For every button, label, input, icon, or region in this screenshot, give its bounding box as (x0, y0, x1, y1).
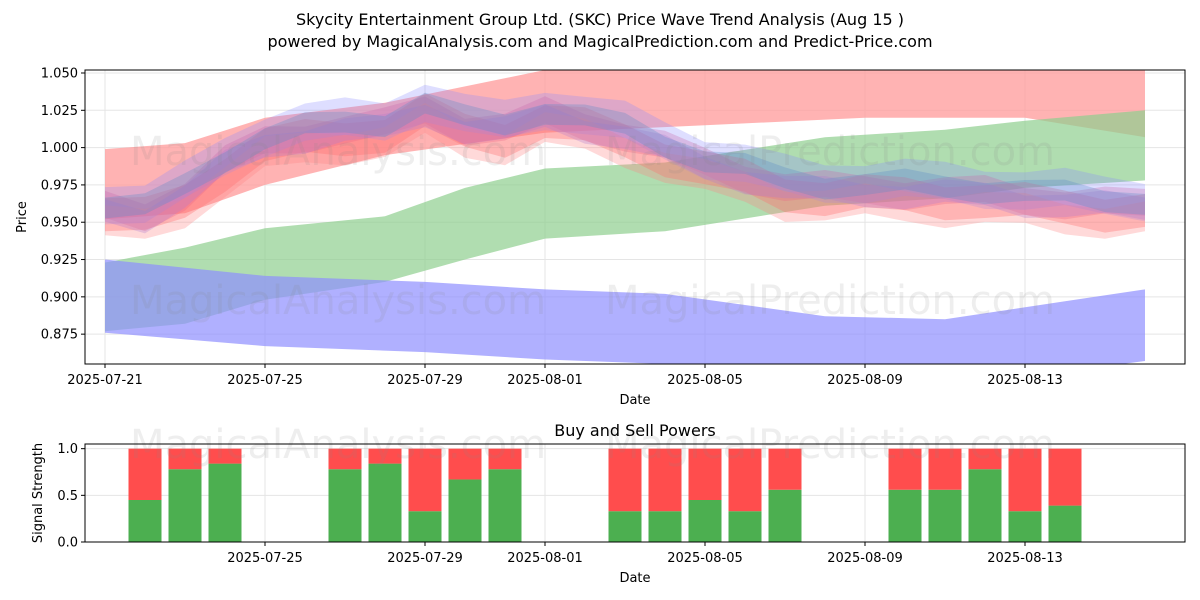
bottom-x-tick-label: 2025-08-13 (987, 551, 1063, 566)
main-x-tick-label: 2025-07-21 (67, 373, 143, 388)
main-x-tick-label: 2025-08-05 (667, 373, 743, 388)
sell-bar (208, 448, 242, 464)
bottom-axes: Buy and Sell Powers 0.0 0.5 1.0 2025-07-25 20… (31, 421, 1063, 586)
sell-bar (608, 448, 642, 512)
watermark-text: MagicalPrediction.com (605, 422, 1055, 468)
sell-bar (768, 448, 802, 490)
wave-5-ribbon (105, 104, 1145, 234)
buy-bar (648, 511, 682, 542)
main-y-tick-label: 1.025 (41, 104, 78, 119)
buy-bar (768, 489, 802, 542)
main-x-tick-label: 2025-07-25 (227, 373, 303, 388)
main-y-axis-label: Price (15, 201, 30, 233)
sell-bar (648, 448, 682, 512)
main-watermarks: MagicalAnalysis.com MagicalPrediction.com… (130, 129, 1055, 324)
buy-bar (408, 511, 442, 542)
sell-bar (488, 448, 522, 470)
long-blue-wave-band (105, 259, 1145, 364)
bottom-x-axis-label: Date (619, 571, 650, 586)
watermark-text: MagicalAnalysis.com (130, 422, 546, 468)
buy-bar (488, 469, 522, 542)
chart-title: Skycity Entertainment Group Ltd. (SKC) P… (295, 10, 904, 29)
main-y-tick-label: 0.975 (41, 178, 78, 193)
buy-bar (1048, 505, 1082, 542)
main-axes-frame (84, 69, 1186, 365)
buy-bar (128, 500, 162, 542)
sell-bar (1048, 448, 1082, 506)
sell-bar (368, 448, 402, 464)
long-green-wave-band (105, 110, 1145, 332)
sell-bar (928, 448, 962, 490)
bottom-y-axis-label: Signal Strength (31, 443, 46, 543)
buy-bar (328, 469, 362, 542)
sell-bar (968, 448, 1002, 470)
sell-bar (888, 448, 922, 490)
bottom-x-tick-label: 2025-07-29 (387, 551, 463, 566)
main-x-tick-label: 2025-07-29 (387, 373, 463, 388)
buy-bar (968, 469, 1002, 542)
bottom-chart-title: Buy and Sell Powers (554, 421, 716, 440)
watermark-text: MagicalPrediction.com (605, 278, 1055, 324)
buy-bar (448, 479, 482, 542)
buy-bar (728, 511, 762, 542)
watermark-text: MagicalAnalysis.com (130, 278, 546, 324)
buy-bar (208, 463, 242, 542)
sell-bar (128, 448, 162, 500)
buy-bar (928, 489, 962, 542)
bottom-watermarks: MagicalAnalysis.com MagicalPrediction.com (130, 422, 1055, 468)
buy-bar (608, 511, 642, 542)
long-red-wave-band (105, 70, 1145, 220)
wave-1-ribbon (105, 93, 1145, 233)
wave-2-ribbon (105, 96, 1145, 232)
chart-subtitle: powered by MagicalAnalysis.com and Magic… (267, 32, 933, 51)
bottom-plot-area (128, 448, 1082, 542)
main-x-tick-label: 2025-08-09 (827, 373, 903, 388)
sell-bar (728, 448, 762, 512)
main-y-tick-label: 1.050 (41, 66, 78, 81)
wave-4-ribbon (105, 102, 1145, 239)
sell-bar (688, 448, 722, 500)
sell-bar (408, 448, 442, 512)
wave-6-ribbon (105, 92, 1145, 219)
bottom-x-tick-label: 2025-07-25 (227, 551, 303, 566)
main-x-tick-label: 2025-08-13 (987, 373, 1063, 388)
bottom-x-tick-label: 2025-08-01 (507, 551, 583, 566)
buy-bar (168, 469, 202, 542)
sell-bar (328, 448, 362, 470)
sell-bar (168, 448, 202, 470)
buy-bar (888, 489, 922, 542)
bottom-axes-frame (84, 443, 1186, 543)
bottom-y-tick-label: 0.5 (57, 489, 78, 504)
buy-bar (368, 463, 402, 542)
main-y-tick-label: 0.875 (41, 328, 78, 343)
buy-bar (688, 500, 722, 542)
watermark-text: MagicalPrediction.com (605, 129, 1055, 175)
main-y-tick-label: 0.925 (41, 253, 78, 268)
bottom-y-tick-label: 1.0 (57, 442, 78, 457)
main-plot-area (105, 70, 1145, 364)
sell-bar (1008, 448, 1042, 512)
main-y-tick-label: 1.000 (41, 141, 78, 156)
main-x-axis-label: Date (619, 393, 650, 408)
main-y-tick-label: 0.950 (41, 216, 78, 231)
main-y-tick-label: 0.900 (41, 290, 78, 305)
bottom-y-tick-label: 0.0 (57, 536, 78, 551)
main-axes: 0.875 0.900 0.925 0.950 0.975 1.000 1.025 1.050… (15, 66, 1063, 408)
buy-bar (1008, 511, 1042, 542)
watermark-text: MagicalAnalysis.com (130, 129, 546, 175)
bottom-x-tick-label: 2025-08-05 (667, 551, 743, 566)
bottom-x-tick-label: 2025-08-09 (827, 551, 903, 566)
main-x-tick-label: 2025-08-01 (507, 373, 583, 388)
wave-3-ribbon (105, 84, 1145, 225)
sell-bar (448, 448, 482, 480)
